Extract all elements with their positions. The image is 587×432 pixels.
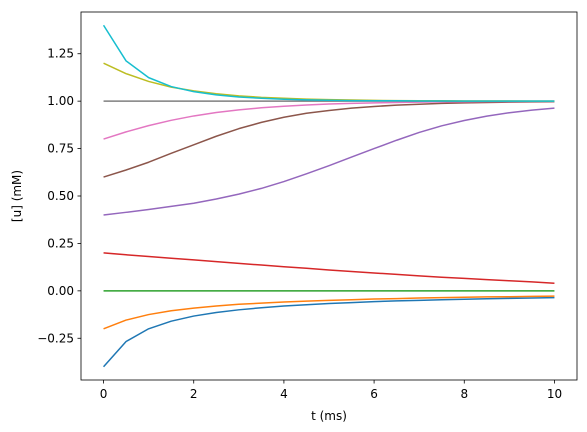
series-line-4 [103, 252, 555, 285]
y-tick-label: −0.25 [37, 331, 74, 345]
x-tick-label: 10 [547, 387, 562, 401]
y-tick-label: 1.25 [47, 47, 74, 61]
x-tick-label: 8 [460, 387, 468, 401]
plot-background [81, 12, 577, 380]
series-line-2 [103, 295, 555, 330]
y-tick-label: 1.00 [47, 94, 74, 108]
y-tick-label: 0.50 [47, 189, 74, 203]
x-axis-label: t (ms) [311, 409, 347, 423]
y-tick-label: 0.75 [47, 142, 74, 156]
series-line-6 [103, 100, 555, 178]
x-tick-label: 4 [280, 387, 288, 401]
x-tick-label: 0 [100, 387, 108, 401]
series-line-1 [102, 296, 555, 368]
axes-layer: 0 2 4 6 8 10 −0.25 0.00 0.25 0.50 0.75 1.00 1.25 [37, 47, 562, 401]
x-tick-label: 6 [370, 387, 378, 401]
x-tick-label: 2 [190, 387, 198, 401]
y-tick-label: 0.25 [47, 236, 74, 250]
series-line-5 [103, 107, 555, 216]
plot-frame [80, 11, 578, 381]
y-axis-label: [u] (mM) [10, 170, 24, 222]
y-tick-label: 0.00 [47, 284, 74, 298]
series-line-10 [102, 24, 555, 102]
series-layer [102, 24, 555, 368]
